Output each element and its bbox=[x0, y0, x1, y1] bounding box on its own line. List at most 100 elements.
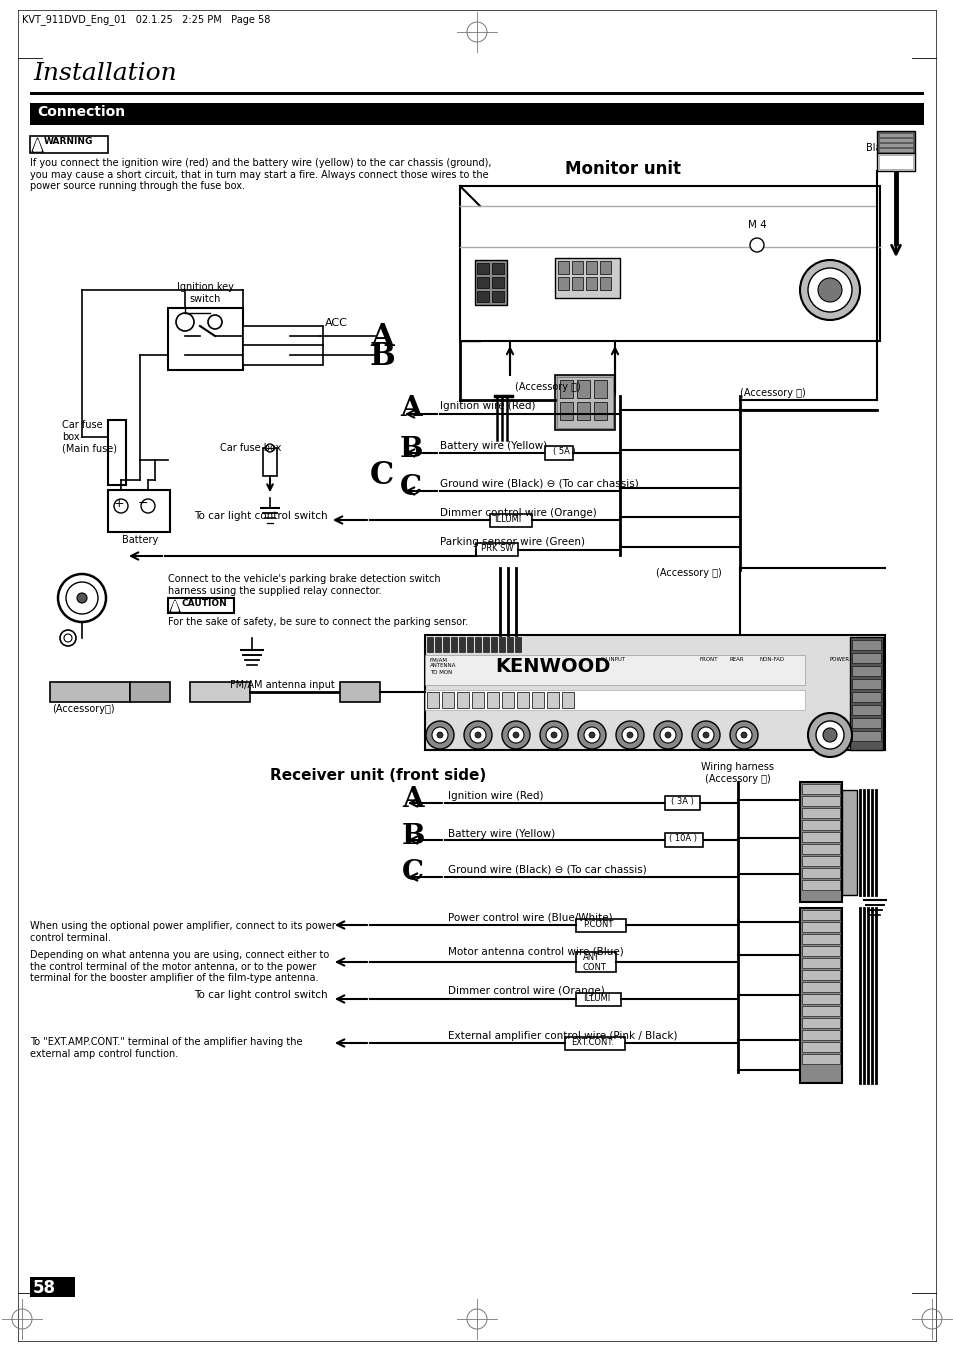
Text: 58: 58 bbox=[33, 1279, 56, 1297]
Bar bbox=[559, 403, 573, 420]
Text: To car light control switch: To car light control switch bbox=[194, 990, 328, 1000]
Bar bbox=[572, 277, 582, 290]
Bar bbox=[442, 638, 449, 653]
Bar bbox=[555, 258, 619, 299]
Bar bbox=[456, 692, 469, 708]
Bar bbox=[577, 403, 589, 420]
Circle shape bbox=[539, 721, 567, 748]
Bar bbox=[878, 149, 912, 151]
Circle shape bbox=[436, 732, 442, 738]
Text: Battery: Battery bbox=[122, 535, 158, 544]
Bar bbox=[841, 790, 856, 894]
Bar bbox=[800, 782, 841, 902]
Bar bbox=[801, 1042, 840, 1052]
Text: (Accessory Ⓔ): (Accessory Ⓔ) bbox=[656, 567, 721, 578]
Bar bbox=[506, 638, 513, 653]
Bar bbox=[801, 1019, 840, 1028]
Bar bbox=[801, 808, 840, 817]
Bar bbox=[801, 982, 840, 992]
Circle shape bbox=[691, 721, 720, 748]
Bar bbox=[801, 1006, 840, 1016]
Circle shape bbox=[807, 267, 851, 312]
Circle shape bbox=[463, 721, 492, 748]
Bar bbox=[190, 682, 250, 703]
Text: Monitor unit: Monitor unit bbox=[564, 159, 680, 178]
Circle shape bbox=[817, 278, 841, 303]
Circle shape bbox=[822, 728, 836, 742]
Text: ( 5A ): ( 5A ) bbox=[553, 447, 576, 457]
Bar bbox=[599, 277, 610, 290]
Bar bbox=[801, 934, 840, 944]
Text: M 4: M 4 bbox=[747, 220, 766, 230]
Bar bbox=[424, 635, 884, 750]
Bar bbox=[451, 638, 456, 653]
Polygon shape bbox=[32, 138, 43, 153]
Polygon shape bbox=[33, 139, 42, 151]
Circle shape bbox=[208, 315, 222, 330]
Bar bbox=[558, 277, 568, 290]
Text: Battery wire (Yellow): Battery wire (Yellow) bbox=[439, 440, 547, 451]
Text: KVT_911DVD_Eng_01   02.1.25   2:25 PM   Page 58: KVT_911DVD_Eng_01 02.1.25 2:25 PM Page 5… bbox=[22, 14, 270, 24]
Text: A: A bbox=[370, 322, 394, 353]
Bar bbox=[594, 380, 606, 399]
Circle shape bbox=[807, 713, 851, 757]
Text: Battery wire (Yellow): Battery wire (Yellow) bbox=[448, 830, 555, 839]
Text: POWER: POWER bbox=[829, 657, 849, 662]
Text: ANT
CONT: ANT CONT bbox=[582, 952, 606, 973]
Bar bbox=[475, 638, 480, 653]
Bar bbox=[30, 103, 923, 126]
Circle shape bbox=[266, 444, 274, 453]
Bar bbox=[243, 345, 323, 365]
Bar bbox=[851, 653, 880, 663]
Text: C: C bbox=[370, 459, 394, 490]
Bar bbox=[564, 1038, 624, 1050]
Bar bbox=[801, 911, 840, 920]
Bar bbox=[486, 692, 498, 708]
Bar bbox=[492, 263, 503, 274]
Bar bbox=[30, 92, 923, 95]
Circle shape bbox=[740, 732, 746, 738]
Text: (Accessory Ⓑ): (Accessory Ⓑ) bbox=[515, 382, 580, 392]
Text: CAUTION: CAUTION bbox=[182, 598, 228, 608]
Text: +: + bbox=[113, 497, 125, 509]
Bar bbox=[878, 143, 912, 146]
Bar bbox=[427, 638, 433, 653]
Text: Ground wire (Black) ⊖ (To car chassis): Ground wire (Black) ⊖ (To car chassis) bbox=[439, 480, 639, 489]
Circle shape bbox=[702, 732, 708, 738]
Circle shape bbox=[113, 499, 128, 513]
Bar bbox=[441, 692, 454, 708]
Text: If you connect the ignition wire (red) and the battery wire (yellow) to the car : If you connect the ignition wire (red) a… bbox=[30, 158, 491, 192]
Text: FM/AM
ANTENNA: FM/AM ANTENNA bbox=[430, 657, 456, 667]
Text: FM/AM antenna input: FM/AM antenna input bbox=[230, 680, 335, 690]
Bar bbox=[492, 290, 503, 303]
Text: A: A bbox=[401, 786, 423, 813]
Text: ILLUMI: ILLUMI bbox=[582, 994, 610, 1002]
Bar bbox=[108, 490, 170, 532]
Circle shape bbox=[66, 582, 98, 613]
Text: Motor antenna control wire (Blue): Motor antenna control wire (Blue) bbox=[448, 946, 623, 957]
Bar bbox=[851, 680, 880, 689]
Circle shape bbox=[60, 630, 76, 646]
Text: REAR: REAR bbox=[729, 657, 744, 662]
Text: ILLUMI: ILLUMI bbox=[494, 515, 520, 524]
Bar bbox=[476, 277, 489, 288]
Text: PRK SW: PRK SW bbox=[480, 544, 513, 553]
Text: EXT.CONT.: EXT.CONT. bbox=[571, 1038, 614, 1047]
Bar bbox=[576, 993, 620, 1006]
Text: When using the optional power amplifier, connect to its power
control terminal.: When using the optional power amplifier,… bbox=[30, 921, 335, 943]
Bar bbox=[814, 262, 846, 322]
Circle shape bbox=[729, 721, 758, 748]
Bar bbox=[130, 682, 170, 703]
Bar bbox=[801, 958, 840, 969]
Bar bbox=[664, 796, 700, 811]
Circle shape bbox=[621, 727, 638, 743]
Text: C: C bbox=[401, 859, 423, 886]
Text: Power control wire (Blue/White): Power control wire (Blue/White) bbox=[448, 913, 612, 923]
Text: To car light control switch: To car light control switch bbox=[194, 511, 328, 521]
Bar bbox=[599, 261, 610, 274]
Polygon shape bbox=[170, 600, 180, 612]
Text: B: B bbox=[399, 436, 423, 463]
Bar bbox=[168, 598, 233, 613]
Circle shape bbox=[175, 313, 193, 331]
Bar bbox=[559, 380, 573, 399]
